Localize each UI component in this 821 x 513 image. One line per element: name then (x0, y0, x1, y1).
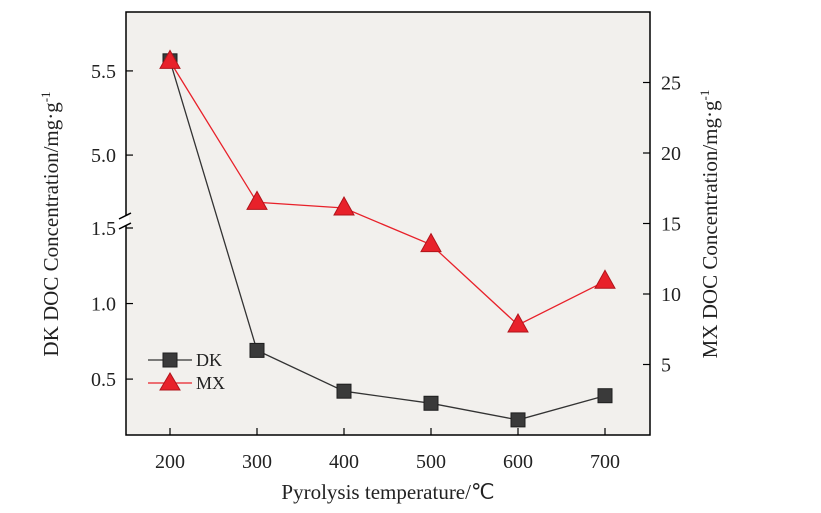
left-y-axis-title-superscript: -1 (38, 91, 53, 102)
axis-break-slash (118, 222, 132, 230)
left-y-tick-label: 0.5 (91, 369, 116, 391)
dk-series-line (169, 60, 606, 421)
left-y-tick-label: 1.0 (91, 294, 116, 316)
x-tick-label: 200 (155, 451, 185, 473)
mx-data-point (159, 49, 181, 69)
mx-data-point (333, 195, 355, 216)
mx-legend-marker (159, 372, 181, 391)
mx-data-point (246, 190, 268, 210)
dk-data-point (597, 388, 613, 404)
x-tick-label: 400 (329, 451, 359, 473)
left-y-tick-label: 1.5 (91, 218, 116, 240)
left-y-tick-label: 5.0 (91, 145, 116, 167)
dk-data-point (249, 342, 265, 358)
mx-data-point (507, 312, 529, 333)
right-y-tick-label: 5 (661, 355, 671, 377)
axis-break-slash (118, 212, 132, 220)
right-y-axis-title-superscript: -1 (697, 90, 712, 101)
dk-data-point (336, 383, 352, 399)
right-y-axis-title: MX DOC Concentration/mg·g-1 (697, 90, 722, 359)
mx-data-point (420, 232, 442, 253)
left-y-axis-title-base: DK DOC Concentration/mg·g (39, 102, 63, 357)
legend: DK MX (148, 350, 225, 393)
x-tick-label: 600 (503, 451, 533, 473)
right-y-tick-label: 20 (661, 143, 681, 165)
dk-legend-marker (162, 352, 178, 368)
right-y-tick-label: 10 (661, 284, 681, 306)
right-y-axis-title-base: MX DOC Concentration/mg·g (698, 100, 722, 358)
x-axis-title: Pyrolysis temperature/℃ (281, 480, 494, 504)
plot-area (125, 11, 651, 436)
left-y-tick-label: 5.5 (91, 61, 116, 83)
right-y-tick-label: 25 (661, 73, 681, 95)
dk-data-point (423, 395, 439, 411)
x-tick-label: 500 (416, 451, 446, 473)
mx-legend-label: MX (196, 373, 225, 393)
mx-series-line (169, 61, 606, 326)
axis-break-gap (123, 216, 129, 226)
mx-data-point (594, 269, 616, 289)
x-tick-label: 300 (242, 451, 272, 473)
dk-legend-label: DK (196, 350, 222, 370)
dk-data-point (510, 412, 526, 428)
right-y-tick-label: 15 (661, 214, 681, 236)
x-tick-label: 700 (590, 451, 620, 473)
left-y-axis-title: DK DOC Concentration/mg·g-1 (38, 91, 63, 356)
axis-break-mark (118, 212, 132, 230)
